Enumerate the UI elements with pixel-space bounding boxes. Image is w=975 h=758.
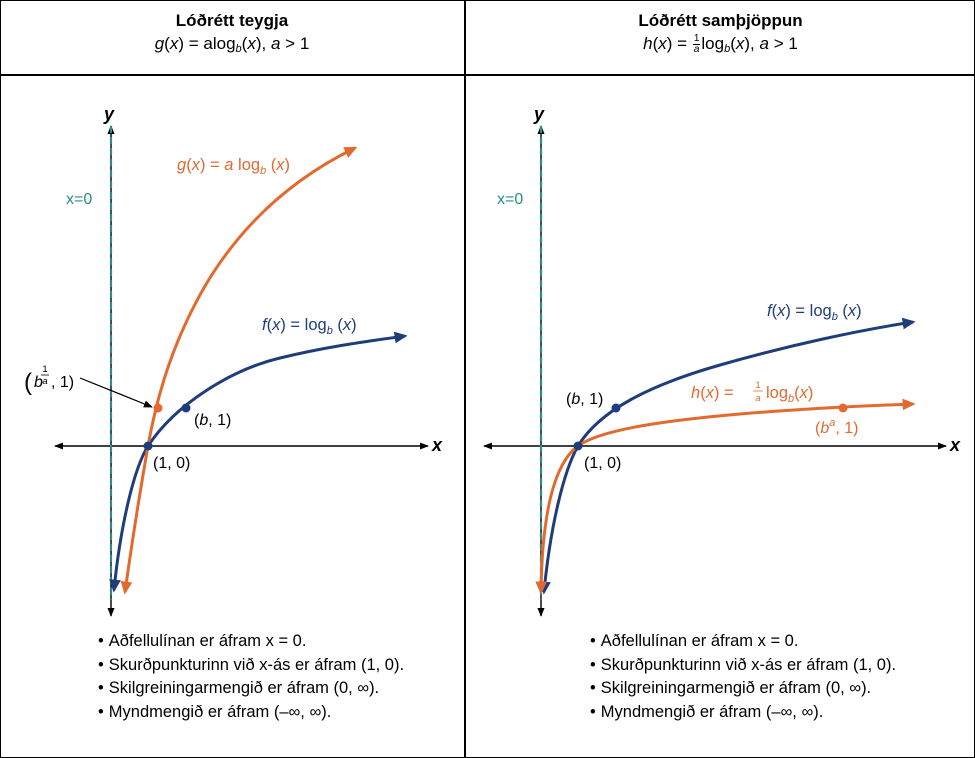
right-formula: h(x) = 1 a logb(x), a > 1 [643,33,798,56]
right-x-axis-label: x [949,435,961,455]
svg-text:h(x) =: h(x) = [691,384,734,402]
svg-text:, 1): , 1) [51,374,74,391]
left-bullet-list: Aðfellulínan er áfram x = 0. Skurðpunktu… [98,630,404,724]
list-item: Aðfellulínan er áfram x = 0. [98,630,404,654]
svg-text:b: b [34,374,43,391]
right-asymptote-label: x=0 [497,191,523,208]
svg-text:(: ( [24,369,32,396]
list-item: Aðfellulínan er áfram x = 0. [590,630,896,654]
svg-text:1: 1 [42,364,47,375]
left-f-label: f(x) = logb (x) [262,316,357,337]
right-header: Lóðrétt samþjöppun h(x) = 1 a logb(x), a >… [466,10,975,70]
left-asymptote-label: x=0 [66,191,92,208]
svg-text:a: a [755,393,760,404]
list-item: Skurðpunkturinn við x-ás er áfram (1, 0)… [590,654,896,678]
left-graph: x y x=0 g(x) = a logb (x) f(x) = logb (x… [24,104,443,617]
right-h-curve [535,398,916,595]
left-header: Lóðrétt teygja g(x) = alogb(x), a > 1 [0,10,464,70]
left-label-b-1: (b, 1) [194,412,231,429]
header-divider [0,74,975,76]
list-item: Skurðpunkturinn við x-ás er áfram (1, 0)… [98,654,404,678]
right-graph: x y x=0 f(x) = logb (x) h(x) = 1 a logb(… [483,104,961,617]
left-point-b-1 [181,403,191,413]
right-label-ba-1: (ba, 1) [815,417,858,437]
left-label-1-0: (1, 0) [153,455,190,472]
left-y-axis-label: y [103,104,115,124]
right-point-b-1 [611,403,621,413]
left-formula: g(x) = alogb(x), a > 1 [154,34,310,55]
right-label-b-1: (b, 1) [566,391,603,408]
left-callout-line [79,377,153,408]
right-y-axis-label: y [533,104,545,124]
list-item: Skilgreiningarmengið er áfram (0, ∞). [590,677,896,701]
left-g-label: g(x) = a logb (x) [177,156,290,177]
left-title: Lóðrétt teygja [175,11,289,30]
left-point-frac-1 [153,403,163,413]
left-label-frac-1: ( b 1 a , 1) [24,364,74,396]
svg-text:1: 1 [755,380,760,391]
right-h-label: h(x) = 1 a logb(x) [691,380,813,405]
svg-text:logb(x): logb(x) [766,384,813,405]
right-label-1-0: (1, 0) [584,455,621,472]
left-point-1-0 [143,441,153,451]
right-point-ba-1 [838,403,848,413]
panel-divider [464,0,466,758]
left-g-curve [120,146,358,595]
left-x-axis-label: x [431,435,443,455]
right-title: Lóðrétt samþjöppun [638,11,803,30]
list-item: Myndmengið er áfram (–∞, ∞). [590,701,896,725]
right-bullet-list: Aðfellulínan er áfram x = 0. Skurðpunktu… [590,630,896,724]
list-item: Myndmengið er áfram (–∞, ∞). [98,701,404,725]
right-f-label: f(x) = logb (x) [767,302,862,323]
list-item: Skilgreiningarmengið er áfram (0, ∞). [98,677,404,701]
right-point-1-0 [573,441,583,451]
svg-text:a: a [42,376,47,387]
